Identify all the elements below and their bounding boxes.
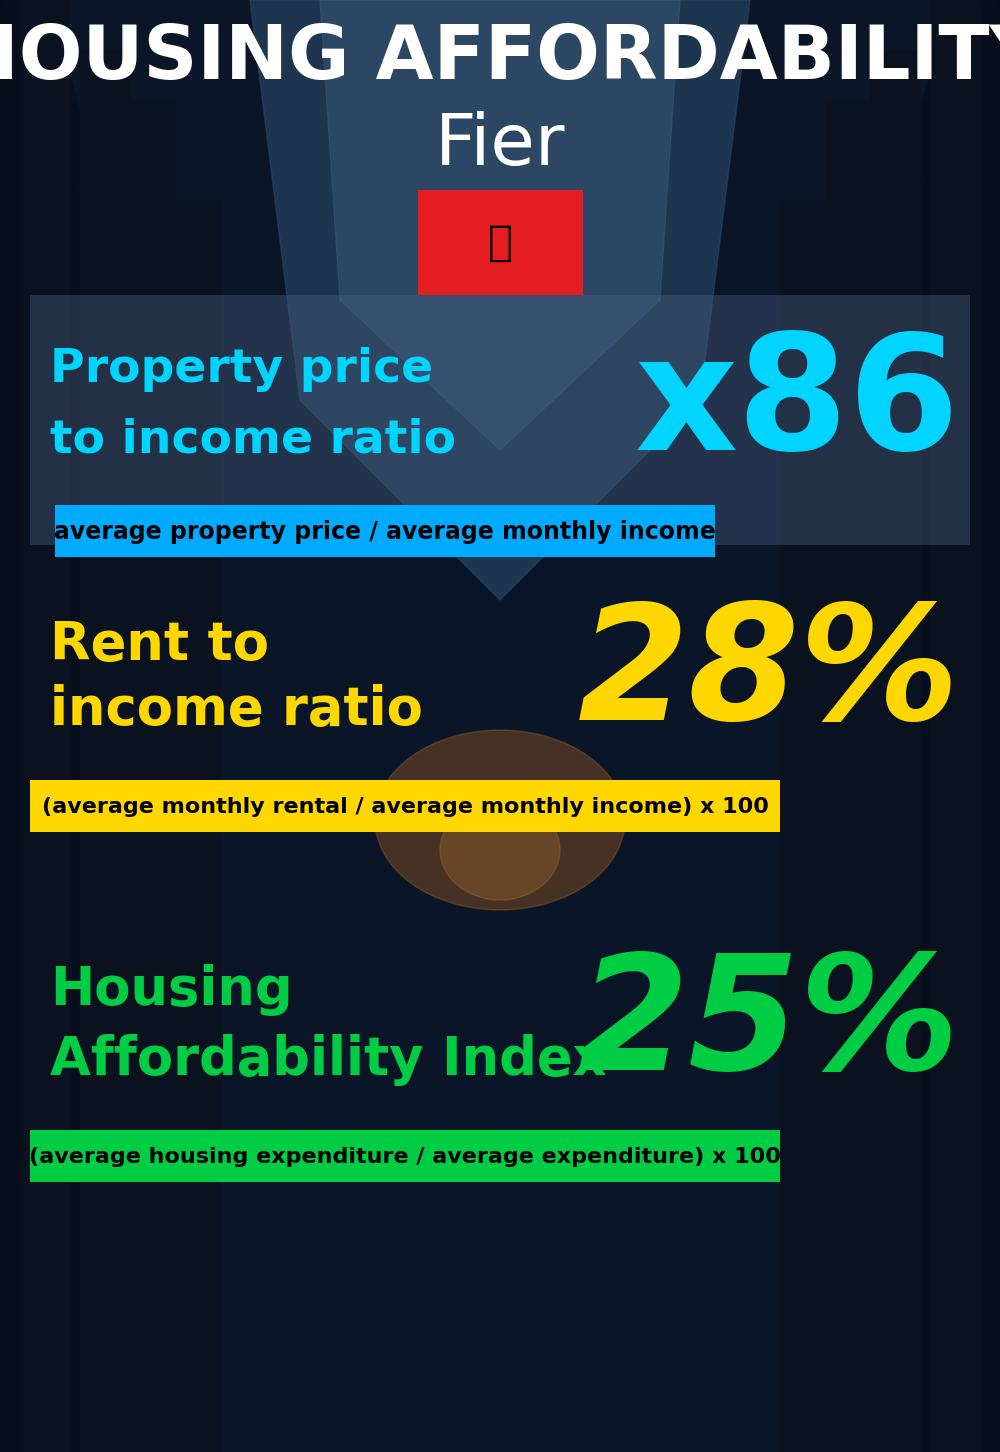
Polygon shape (0, 0, 140, 1452)
Polygon shape (80, 49, 130, 1452)
Polygon shape (0, 0, 220, 1452)
Polygon shape (930, 0, 980, 1452)
Polygon shape (860, 0, 1000, 1452)
Text: to income ratio: to income ratio (50, 418, 456, 463)
Polygon shape (20, 0, 70, 1452)
Text: Housing: Housing (50, 964, 293, 1016)
FancyBboxPatch shape (30, 295, 970, 544)
Text: 🦅: 🦅 (488, 222, 513, 263)
FancyBboxPatch shape (30, 780, 780, 832)
Text: 25%: 25% (578, 948, 960, 1102)
Text: HOUSING AFFORDABILITY: HOUSING AFFORDABILITY (0, 22, 1000, 94)
Polygon shape (175, 200, 220, 1452)
Text: x86: x86 (635, 328, 960, 482)
Text: (average monthly rental / average monthly income) x 100: (average monthly rental / average monthl… (42, 797, 768, 817)
Polygon shape (130, 100, 175, 1452)
Polygon shape (780, 200, 825, 1452)
Text: (average housing expenditure / average expenditure) x 100: (average housing expenditure / average e… (29, 1147, 781, 1167)
FancyBboxPatch shape (30, 1130, 780, 1182)
Text: Rent to: Rent to (50, 619, 269, 671)
Text: Affordability Index: Affordability Index (50, 1034, 607, 1086)
Text: Fier: Fier (435, 110, 565, 180)
Text: income ratio: income ratio (50, 684, 423, 736)
Ellipse shape (440, 800, 560, 900)
Polygon shape (250, 0, 750, 600)
Text: average property price / average monthly income: average property price / average monthly… (54, 520, 716, 544)
Polygon shape (780, 0, 1000, 1452)
Text: 28%: 28% (578, 598, 960, 752)
FancyBboxPatch shape (55, 505, 715, 558)
FancyBboxPatch shape (418, 190, 583, 295)
Polygon shape (825, 100, 870, 1452)
Ellipse shape (375, 730, 625, 910)
Text: Property price: Property price (50, 347, 433, 392)
Polygon shape (870, 49, 920, 1452)
Polygon shape (320, 0, 680, 450)
